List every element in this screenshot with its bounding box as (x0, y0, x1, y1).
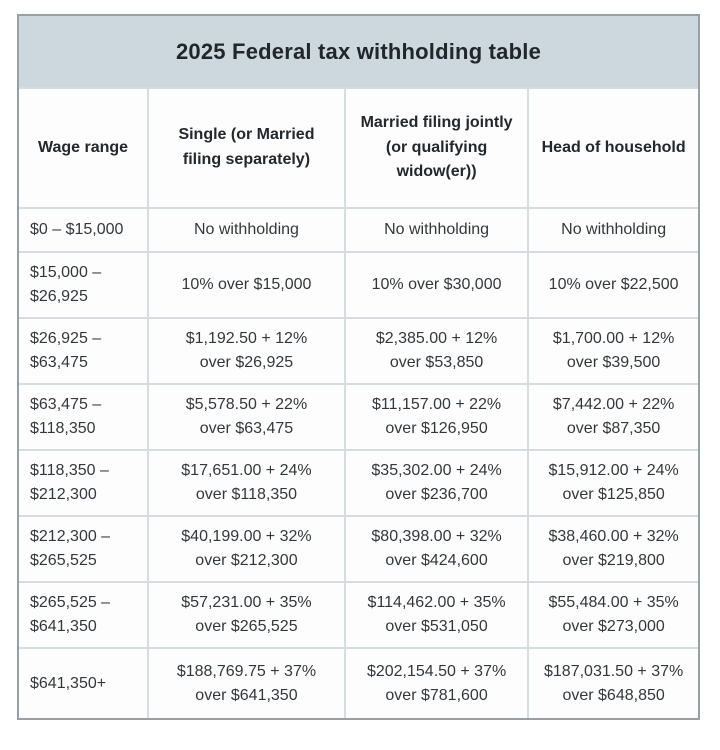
table-header-row: Wage range Single (or Married filing sep… (18, 87, 699, 209)
cell-head-of-household: $187,031.50 + 37% over $648,850 (527, 647, 699, 719)
cell-head-of-household: $1,700.00 + 12% over $39,500 (527, 317, 699, 385)
table-row: $26,925 – $63,475 $1,192.50 + 12% over $… (18, 317, 699, 385)
table-row: $265,525 – $641,350 $57,231.00 + 35% ove… (18, 581, 699, 649)
tax-table-frame: 2025 Federal tax withholding table Wage … (17, 14, 700, 720)
column-header-married-jointly: Married filing jointly (or qualifying wi… (343, 87, 530, 209)
table-row: $63,475 – $118,350 $5,578.50 + 22% over … (18, 383, 699, 451)
cell-wage-range: $15,000 – $26,925 (18, 251, 149, 319)
cell-married-jointly: $202,154.50 + 37% over $781,600 (343, 647, 530, 719)
cell-head-of-household: No withholding (527, 207, 699, 253)
cell-head-of-household: $7,442.00 + 22% over $87,350 (527, 383, 699, 451)
cell-married-jointly: $11,157.00 + 22% over $126,950 (343, 383, 530, 451)
cell-wage-range: $0 – $15,000 (18, 207, 149, 253)
cell-single: $188,769.75 + 37% over $641,350 (147, 647, 346, 719)
cell-head-of-household: $38,460.00 + 32% over $219,800 (527, 515, 699, 583)
cell-married-jointly: $114,462.00 + 35% over $531,050 (343, 581, 530, 649)
cell-married-jointly: 10% over $30,000 (343, 251, 530, 319)
cell-single: $1,192.50 + 12% over $26,925 (147, 317, 346, 385)
column-header-head-of-household: Head of household (527, 87, 699, 209)
cell-wage-range: $118,350 – $212,300 (18, 449, 149, 517)
column-header-single: Single (or Married filing separately) (147, 87, 346, 209)
table-row: $641,350+ $188,769.75 + 37% over $641,35… (18, 647, 699, 719)
table-row: $118,350 – $212,300 $17,651.00 + 24% ove… (18, 449, 699, 517)
table-title: 2025 Federal tax withholding table (18, 15, 699, 89)
cell-married-jointly: $80,398.00 + 32% over $424,600 (343, 515, 530, 583)
cell-single: 10% over $15,000 (147, 251, 346, 319)
cell-head-of-household: 10% over $22,500 (527, 251, 699, 319)
cell-single: No withholding (147, 207, 346, 253)
cell-single: $5,578.50 + 22% over $63,475 (147, 383, 346, 451)
table-row: $0 – $15,000 No withholding No withholdi… (18, 207, 699, 253)
cell-married-jointly: $2,385.00 + 12% over $53,850 (343, 317, 530, 385)
cell-married-jointly: No withholding (343, 207, 530, 253)
cell-head-of-household: $15,912.00 + 24% over $125,850 (527, 449, 699, 517)
cell-married-jointly: $35,302.00 + 24% over $236,700 (343, 449, 530, 517)
cell-single: $40,199.00 + 32% over $212,300 (147, 515, 346, 583)
column-header-wage-range: Wage range (18, 87, 149, 209)
cell-wage-range: $26,925 – $63,475 (18, 317, 149, 385)
table-row: $15,000 – $26,925 10% over $15,000 10% o… (18, 251, 699, 319)
cell-wage-range: $212,300 – $265,525 (18, 515, 149, 583)
cell-single: $17,651.00 + 24% over $118,350 (147, 449, 346, 517)
cell-head-of-household: $55,484.00 + 35% over $273,000 (527, 581, 699, 649)
table-title-row: 2025 Federal tax withholding table (18, 15, 699, 89)
cell-single: $57,231.00 + 35% over $265,525 (147, 581, 346, 649)
cell-wage-range: $265,525 – $641,350 (18, 581, 149, 649)
table-row: $212,300 – $265,525 $40,199.00 + 32% ove… (18, 515, 699, 583)
cell-wage-range: $63,475 – $118,350 (18, 383, 149, 451)
cell-wage-range: $641,350+ (18, 647, 149, 719)
tax-withholding-table: 2025 Federal tax withholding table Wage … (18, 15, 699, 719)
